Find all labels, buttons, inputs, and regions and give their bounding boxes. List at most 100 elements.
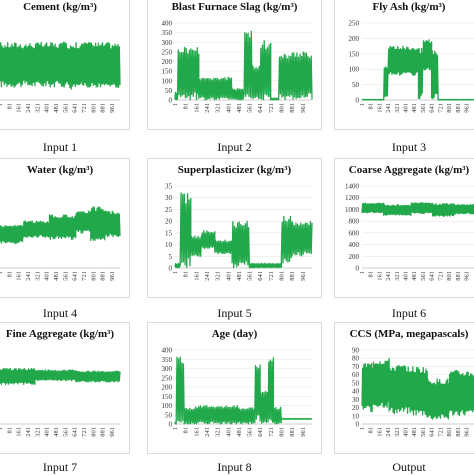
x-tick-label: 881 [289,103,296,113]
y-tick-label: 80 [352,355,360,363]
x-tick-label: 481 [236,103,243,113]
x-tick-label: 561 [247,103,254,113]
x-tick-label: 721 [268,427,275,437]
y-tick-label: 350 [162,356,173,364]
x-tick-label: 401 [225,427,232,437]
x-tick-label: 961 [109,427,116,437]
x-tick-label: 721 [81,427,88,437]
x-tick-label: 81 [6,427,13,434]
chart-title: Water (kg/m³) [26,164,94,176]
y-tick-label: 0 [169,421,173,429]
x-tick-label: 961 [463,271,470,281]
y-tick-label: 70 [352,363,360,371]
y-tick-label: 100 [162,402,173,410]
y-tick-label: 1200 [345,194,360,202]
panel-caption: Input 5 [217,306,252,320]
x-tick-label: 801 [90,427,97,437]
x-tick-label: 561 [420,427,427,437]
x-tick-label: 961 [300,271,307,281]
x-tick-label: 401 [403,271,410,281]
x-tick-label: 881 [100,271,107,281]
y-tick-label: 50 [352,81,360,89]
x-tick-label: 401 [225,103,232,113]
x-tick-label: 881 [455,427,462,437]
y-tick-label: 0 [169,265,173,273]
y-tick-label: 0 [356,421,360,429]
x-tick-label: 561 [247,427,254,437]
x-tick-label: 881 [455,103,462,113]
x-tick-label: 481 [53,271,60,281]
series-line [361,201,474,217]
x-tick-label: 81 [183,271,190,278]
x-tick-label: 561 [62,103,69,113]
y-tick-label: 25 [165,206,173,214]
x-tick-label: 161 [193,271,200,281]
x-tick-label: 161 [16,103,23,113]
panel-caption: Input 2 [217,140,252,154]
x-tick-label: 801 [90,103,97,113]
x-tick-label: 1 [0,103,4,106]
x-tick-label: 881 [455,271,462,281]
x-tick-label: 81 [183,427,190,434]
x-tick-label: 401 [44,271,51,281]
x-tick-label: 401 [403,103,410,113]
x-tick-label: 1 [359,427,366,430]
series-line [174,356,313,425]
panel-caption: Input 8 [217,460,252,474]
y-tick-label: 200 [162,384,173,392]
x-tick-label: 721 [81,271,88,281]
x-tick-label: 241 [385,271,392,281]
x-tick-label: 241 [204,103,211,113]
x-tick-label: 721 [437,103,444,113]
series-line [361,39,474,101]
panel-frame [334,158,474,298]
panel-caption: Input 1 [42,140,78,154]
y-tick-label: 100 [162,77,173,85]
x-tick-label: 561 [420,271,427,281]
series-line [361,357,474,420]
x-tick-label: 961 [109,271,116,281]
x-tick-label: 241 [25,271,32,281]
x-tick-label: 321 [34,271,41,281]
panel-caption: Output [392,460,426,474]
series-line [174,192,313,269]
x-tick-label: 641 [72,103,79,113]
x-tick-label: 321 [394,103,401,113]
x-tick-label: 321 [394,427,401,437]
x-tick-label: 161 [193,103,200,113]
x-tick-label: 1 [0,427,4,430]
y-tick-label: 150 [162,393,173,401]
x-tick-label: 321 [34,427,41,437]
y-tick-label: 200 [349,35,360,43]
x-tick-label: 241 [204,427,211,437]
y-tick-label: 60 [352,371,360,379]
x-tick-label: 641 [72,427,79,437]
x-tick-label: 721 [268,103,275,113]
x-tick-label: 161 [376,103,383,113]
x-tick-label: 881 [100,103,107,113]
y-tick-label: 250 [349,20,360,28]
series-line [0,41,121,90]
y-tick-label: 300 [162,365,173,373]
x-tick-label: 241 [25,427,32,437]
x-tick-label: 321 [34,103,41,113]
chart-title: CCS (MPa, megapascals) [349,328,469,340]
panel-caption: Input 3 [391,140,427,154]
x-tick-label: 241 [385,103,392,113]
chart-title: Fly Ash (kg/m³) [372,1,446,13]
chart-title: Cement (kg/m³) [23,1,97,13]
y-tick-label: 800 [349,218,360,226]
y-tick-label: 50 [165,87,173,95]
x-tick-label: 481 [411,103,418,113]
x-tick-label: 161 [193,427,200,437]
y-tick-label: 200 [162,58,173,66]
x-tick-label: 241 [25,103,32,113]
y-tick-label: 350 [162,29,173,37]
x-tick-label: 641 [257,103,264,113]
x-tick-label: 721 [81,103,88,113]
x-tick-label: 81 [6,103,13,110]
